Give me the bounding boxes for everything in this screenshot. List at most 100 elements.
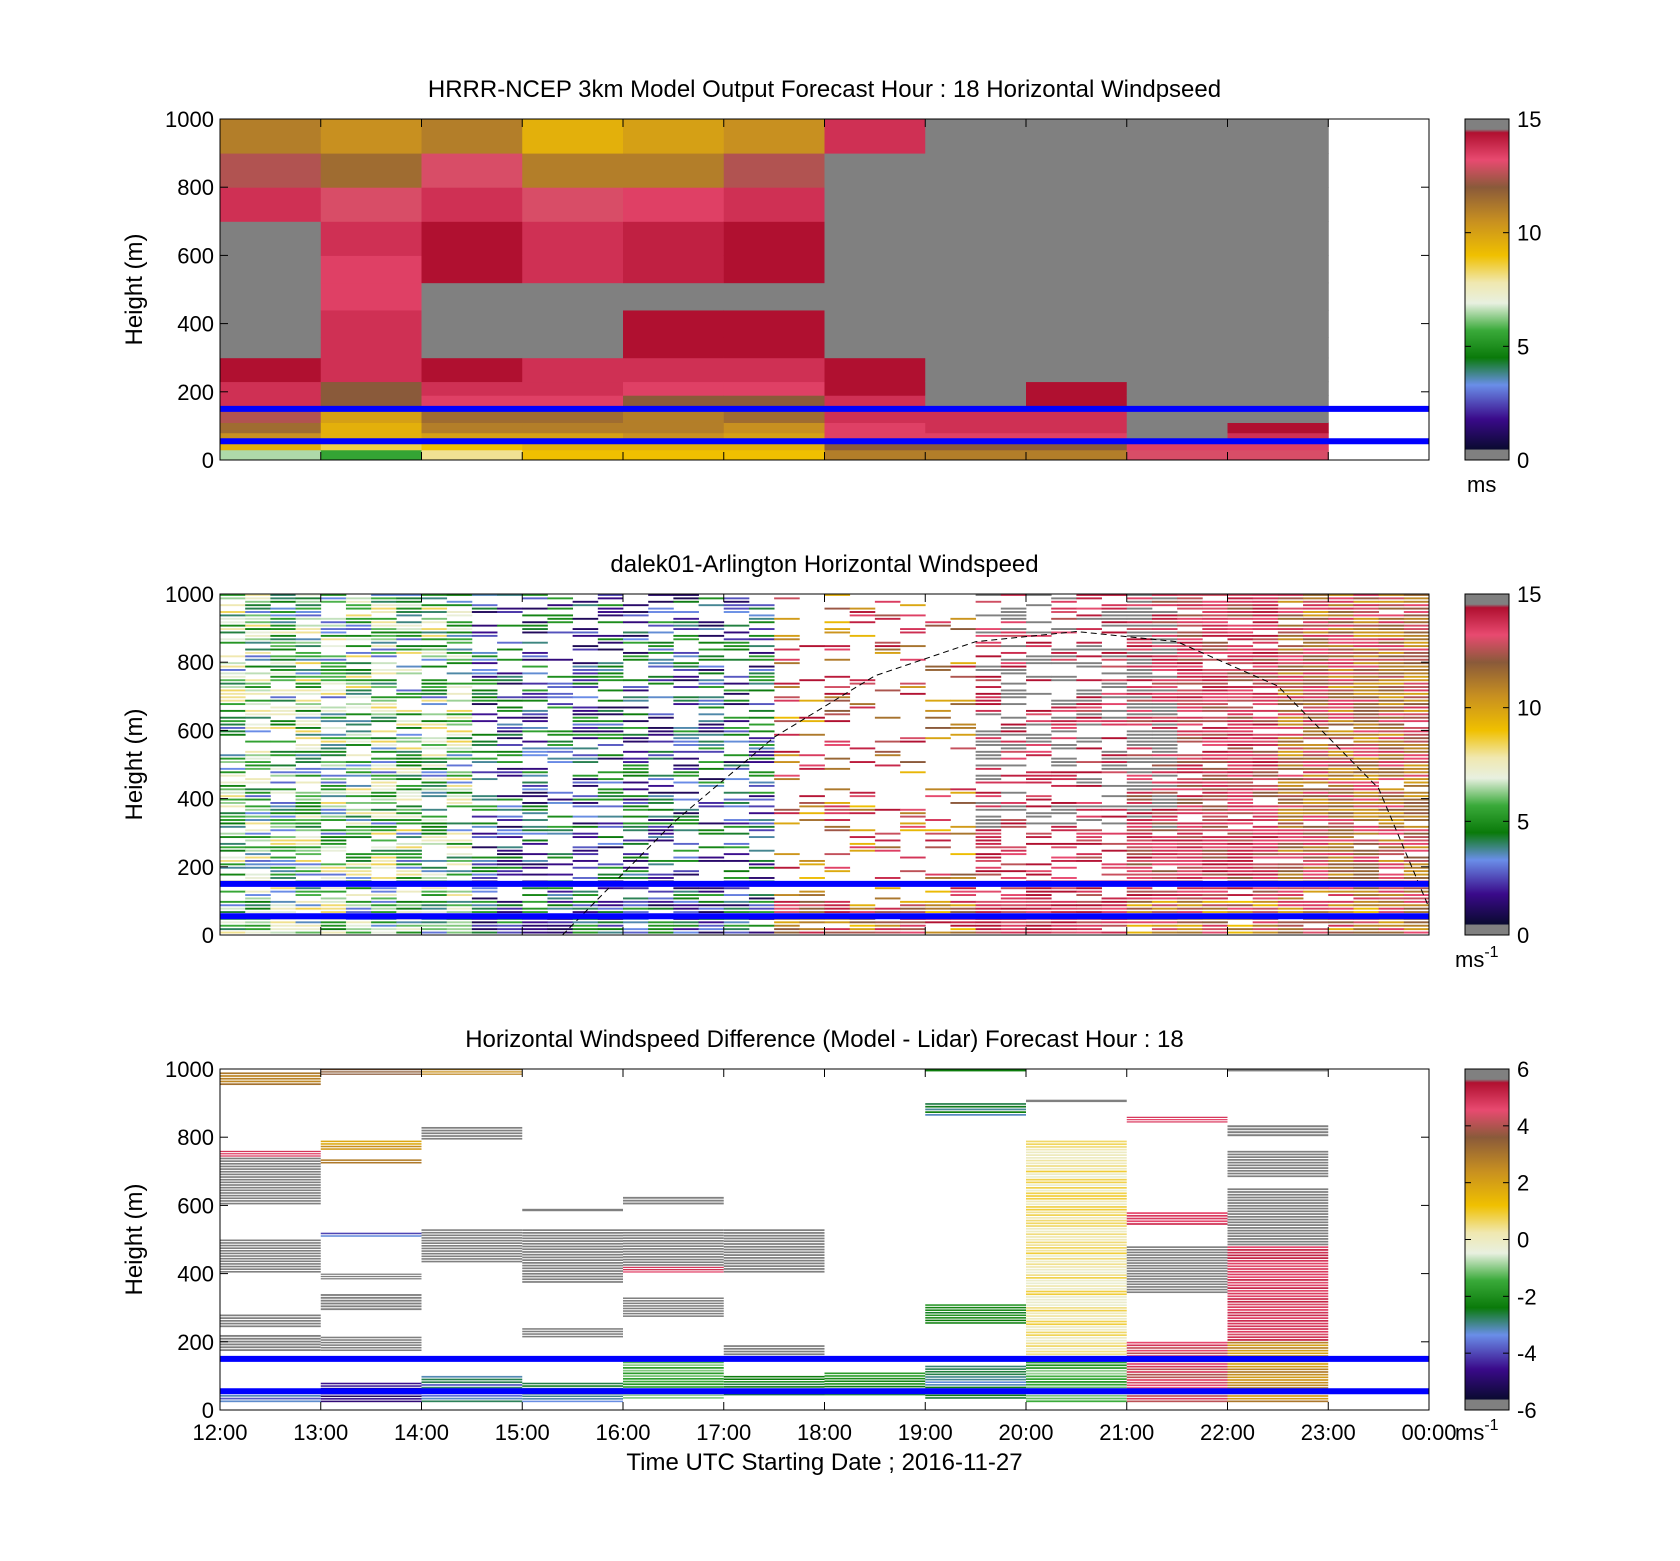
- difference-band: [320, 1161, 422, 1164]
- lidar-cell: [1177, 655, 1203, 658]
- lidar-cell: [547, 747, 574, 750]
- lidar-cell: [522, 788, 548, 791]
- lidar-cell: [1277, 600, 1304, 603]
- lidar-cell: [1177, 761, 1203, 763]
- lidar-cell: [371, 877, 397, 879]
- lidar-cell: [245, 815, 271, 818]
- lidar-cell: [396, 761, 422, 763]
- lidar-cell: [1277, 802, 1304, 804]
- lidar-cell: [1126, 737, 1153, 740]
- lidar-cell: [1378, 651, 1405, 654]
- colorbar-unit-exponent: -1: [1484, 944, 1498, 961]
- lidar-cell: [1277, 911, 1304, 914]
- difference-band: [1126, 1341, 1228, 1344]
- lidar-cell: [1277, 597, 1304, 600]
- lidar-cell: [900, 604, 926, 607]
- lidar-cell: [597, 846, 624, 849]
- lidar-cell: [1252, 723, 1279, 726]
- lidar-cell: [1076, 709, 1102, 712]
- lidar-cell: [673, 921, 699, 924]
- lidar-cell: [1151, 900, 1178, 903]
- lidar-cell: [522, 726, 548, 729]
- model-cell: [1026, 441, 1128, 451]
- model-cell: [824, 187, 926, 222]
- lidar-cell: [1252, 928, 1279, 931]
- lidar-cell: [1026, 604, 1052, 607]
- lidar-cell: [975, 699, 1002, 702]
- model-cell: [320, 408, 422, 423]
- lidar-cell: [1353, 866, 1380, 869]
- lidar-cell: [270, 675, 296, 678]
- lidar-cell: [1378, 890, 1405, 893]
- difference-band: [1227, 1251, 1329, 1254]
- difference-band: [421, 1394, 523, 1397]
- difference-band: [1026, 1342, 1127, 1345]
- lidar-cell: [1202, 839, 1228, 842]
- difference-band: [1227, 1193, 1329, 1196]
- lidar-cell: [1177, 607, 1203, 610]
- lidar-cell: [421, 631, 448, 634]
- difference-band: [1126, 1363, 1228, 1365]
- lidar-cell: [497, 726, 523, 729]
- lidar-cell: [320, 907, 347, 910]
- lidar-cell: [1403, 931, 1429, 934]
- lidar-cell: [471, 771, 498, 774]
- lidar-cell: [1303, 825, 1329, 828]
- lidar-cell: [1227, 675, 1254, 678]
- lidar-cell: [1000, 904, 1027, 907]
- lidar-cell: [1303, 778, 1329, 781]
- lidar-cell: [1126, 819, 1153, 821]
- difference-band: [320, 1336, 422, 1339]
- model-cell: [1227, 408, 1329, 423]
- lidar-cell: [320, 669, 347, 671]
- difference-band: [623, 1237, 724, 1239]
- lidar-cell: [1328, 859, 1354, 862]
- lidar-cell: [345, 662, 372, 665]
- lidar-cell: [446, 604, 473, 607]
- x-tick-label: 14:00: [394, 1420, 449, 1445]
- lidar-cell: [597, 928, 624, 931]
- lidar-cell: [1101, 897, 1128, 900]
- lidar-cell: [1126, 689, 1153, 692]
- lidar-cell: [446, 720, 473, 723]
- lidar-cell: [396, 651, 422, 654]
- difference-band: [220, 1263, 321, 1265]
- lidar-cell: [1303, 672, 1329, 675]
- lidar-cell: [774, 638, 800, 641]
- lidar-cell: [471, 798, 498, 801]
- x-axis-label: Time UTC Starting Date ; 2016-11-27: [626, 1449, 1022, 1476]
- lidar-cell: [1277, 778, 1304, 781]
- lidar-cell: [623, 720, 649, 723]
- model-cell: [925, 221, 1027, 256]
- x-tick-label: 20:00: [998, 1420, 1053, 1445]
- lidar-cell: [849, 921, 876, 924]
- difference-band: [1026, 1176, 1127, 1178]
- lidar-cell: [1227, 859, 1254, 862]
- lidar-cell: [1202, 754, 1228, 757]
- model-cell: [220, 282, 322, 311]
- lidar-cell: [1353, 829, 1380, 832]
- difference-band: [1227, 1265, 1329, 1268]
- lidar-cell: [1277, 829, 1304, 832]
- lidar-cell: [1252, 788, 1279, 791]
- model-cell: [824, 395, 926, 410]
- lidar-cell: [900, 812, 926, 815]
- lidar-cell: [1303, 788, 1329, 791]
- lidar-cell: [270, 829, 296, 832]
- lidar-cell: [446, 594, 473, 596]
- lidar-cell: [1403, 928, 1429, 931]
- lidar-cell: [597, 665, 624, 668]
- lidar-cell: [1026, 723, 1052, 726]
- lidar-cell: [396, 866, 422, 869]
- difference-band: [1026, 1378, 1127, 1381]
- lidar-cell: [1303, 856, 1329, 859]
- lidar-cell: [421, 788, 448, 791]
- lidar-cell: [1378, 638, 1405, 641]
- lidar-cell: [698, 723, 725, 726]
- lidar-cell: [547, 928, 574, 931]
- difference-band: [1227, 1306, 1329, 1309]
- lidar-cell: [1353, 723, 1380, 726]
- lidar-cell: [1177, 733, 1203, 736]
- lidar-cell: [1277, 853, 1304, 856]
- model-cell: [522, 422, 624, 434]
